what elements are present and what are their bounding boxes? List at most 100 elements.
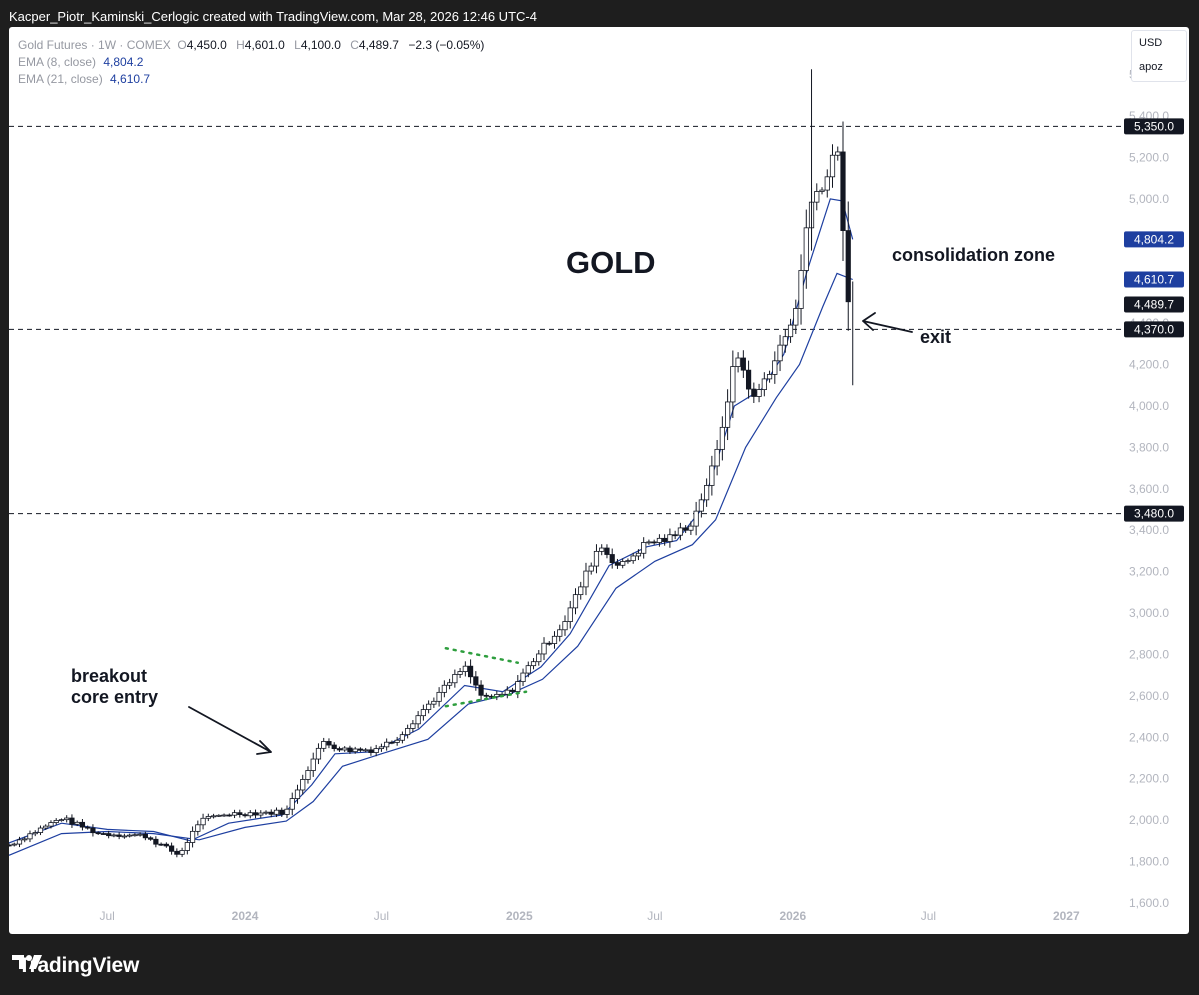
candle-body xyxy=(583,570,589,588)
candle-body xyxy=(819,189,825,192)
candle-body xyxy=(447,682,453,686)
candle-body xyxy=(719,426,725,450)
breakout-arrow-icon xyxy=(188,706,272,755)
candle-body xyxy=(457,671,463,675)
candle-body xyxy=(205,816,211,819)
tradingview-brand: TradingView xyxy=(18,954,140,977)
x-tick-label: Jul xyxy=(647,909,662,923)
candle-body xyxy=(677,527,683,536)
candle-body xyxy=(195,824,201,832)
currency-button[interactable]: USD xyxy=(1139,37,1163,49)
candle-body xyxy=(473,676,479,686)
candle-body xyxy=(635,552,642,557)
candle-body xyxy=(242,814,248,817)
change-value: −2.3 (−0.05%) xyxy=(408,38,485,52)
chart-legend: Gold Futures · 1W · COMEX O4,450.0 H4,60… xyxy=(18,37,484,88)
candle-body xyxy=(32,832,38,835)
candle-body xyxy=(85,826,91,829)
candle-body xyxy=(221,814,227,817)
candle-body xyxy=(452,674,458,684)
candle-body xyxy=(111,834,117,837)
candle-body xyxy=(9,844,12,847)
candle-body xyxy=(121,835,127,838)
candle-body xyxy=(467,665,474,678)
pattern-upper-trendline xyxy=(444,646,520,664)
low-key: L xyxy=(294,38,301,52)
candle-body xyxy=(541,642,547,655)
candle-body xyxy=(698,499,704,512)
candle-body xyxy=(509,689,516,692)
level-badge-2-bg xyxy=(1124,505,1184,522)
ema21-legend-row[interactable]: EMA (21, close) 4,610.7 xyxy=(18,71,484,88)
candle-body xyxy=(588,565,594,572)
candle-body xyxy=(132,834,138,837)
price-chart[interactable]: 1,600.0 1,800.0 2,000.0 2,200.0 2,400.0 2,600… xyxy=(9,27,1189,934)
y-tick-label: 2,000.0 xyxy=(1129,813,1169,827)
high-value: 4,601.0 xyxy=(244,38,285,52)
x-tick-label: 2024 xyxy=(232,909,259,923)
candle-body xyxy=(641,542,647,554)
annotation-breakout-line2: core entry xyxy=(71,687,158,707)
candle-body xyxy=(672,534,678,537)
price-badge-2: 4,489.7 xyxy=(1134,298,1174,312)
annotation-exit: exit xyxy=(920,327,951,347)
level-badge-1: 4,370.0 xyxy=(1134,322,1174,336)
candle-body xyxy=(352,748,358,753)
candle-body xyxy=(756,389,762,397)
candle-body xyxy=(27,833,33,840)
chart-title-gold: GOLD xyxy=(566,245,656,280)
chart-panel[interactable]: 1,600.0 1,800.0 2,000.0 2,200.0 2,400.0 2,600… xyxy=(9,27,1189,934)
scale-unit-menu[interactable]: USD apoz xyxy=(1131,30,1187,82)
candle-body xyxy=(11,843,17,846)
candle-body xyxy=(252,812,259,816)
candle-body xyxy=(530,661,537,667)
y-tick-label: 1,800.0 xyxy=(1129,855,1169,869)
scale-mode-button[interactable]: apoz xyxy=(1139,61,1163,73)
candle-body xyxy=(551,635,558,644)
candle-body xyxy=(845,230,851,303)
candle-body xyxy=(273,809,280,815)
candle-body xyxy=(284,808,290,815)
candle-body xyxy=(148,837,154,840)
candle-body xyxy=(210,815,217,818)
candle-body xyxy=(772,360,778,375)
candle-body xyxy=(410,723,416,729)
ema21-value: 4,610.7 xyxy=(110,72,151,86)
candle-body xyxy=(651,541,657,544)
candle-body xyxy=(740,357,746,371)
candle-body xyxy=(814,191,820,203)
ema21-label: EMA (21, close) xyxy=(18,72,103,86)
candle-body xyxy=(520,672,526,682)
ema8-legend-row[interactable]: EMA (8, close) 4,804.2 xyxy=(18,54,484,71)
tradingview-footer[interactable]: TradingView xyxy=(12,953,139,979)
candle-body xyxy=(305,770,311,780)
candle-body xyxy=(378,746,385,750)
candle-body xyxy=(462,665,468,672)
candle-body xyxy=(389,741,395,744)
candle-body xyxy=(163,843,169,847)
candle-body xyxy=(321,741,327,749)
x-tick-label: 2025 xyxy=(506,909,533,923)
candle-body xyxy=(43,825,49,829)
candle-body xyxy=(562,621,568,631)
tradingview-logo-icon xyxy=(12,955,42,969)
candle-body xyxy=(436,691,442,702)
candle-body xyxy=(578,586,584,596)
level-badge-0: 5,350.0 xyxy=(1134,119,1174,133)
candle-body xyxy=(829,154,836,178)
candle-body xyxy=(394,739,400,743)
candle-body xyxy=(106,833,112,837)
candle-body xyxy=(79,821,86,828)
y-tick-label: 2,400.0 xyxy=(1129,730,1169,744)
candle-body xyxy=(656,537,663,543)
candle-body xyxy=(824,176,830,191)
candle-body xyxy=(90,827,96,834)
ema21-line xyxy=(9,272,853,856)
candle-body xyxy=(709,465,715,486)
candle-body xyxy=(184,842,190,851)
x-tick-label: Jul xyxy=(374,909,389,923)
candle-body xyxy=(725,401,731,428)
candle-body xyxy=(630,555,636,562)
candle-body xyxy=(798,270,804,309)
price-badge-1: 4,610.7 xyxy=(1134,272,1174,286)
